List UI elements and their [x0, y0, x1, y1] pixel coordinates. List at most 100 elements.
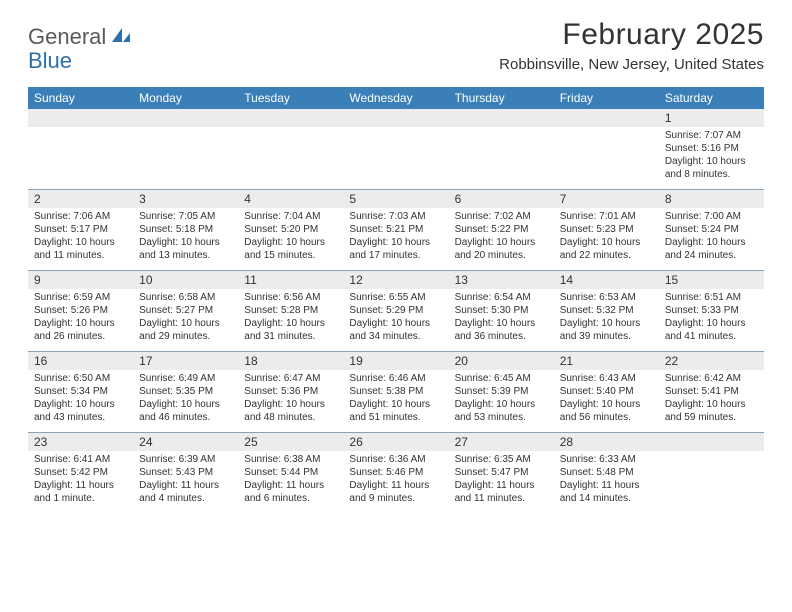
dayheader-tue: Tuesday — [238, 87, 343, 109]
day-cell: Sunrise: 6:59 AMSunset: 5:26 PMDaylight:… — [28, 289, 133, 351]
day-cell: Sunrise: 6:38 AMSunset: 5:44 PMDaylight:… — [238, 451, 343, 513]
sunrise-text: Sunrise: 6:54 AM — [455, 291, 548, 304]
daylight-text: Daylight: 11 hours and 6 minutes. — [244, 479, 337, 505]
sunset-text: Sunset: 5:39 PM — [455, 385, 548, 398]
sunrise-text: Sunrise: 6:33 AM — [560, 453, 653, 466]
dayheader-sun: Sunday — [28, 87, 133, 109]
sunrise-text: Sunrise: 6:47 AM — [244, 372, 337, 385]
daylight-text: Daylight: 11 hours and 14 minutes. — [560, 479, 653, 505]
location-text: Robbinsville, New Jersey, United States — [499, 56, 764, 73]
day-number — [28, 109, 133, 127]
sunrise-text: Sunrise: 7:02 AM — [455, 210, 548, 223]
day-cell: Sunrise: 7:00 AMSunset: 5:24 PMDaylight:… — [659, 208, 764, 270]
day-number: 1 — [659, 109, 764, 127]
day-cell: Sunrise: 7:02 AMSunset: 5:22 PMDaylight:… — [449, 208, 554, 270]
daylight-text: Daylight: 10 hours and 53 minutes. — [455, 398, 548, 424]
daylight-text: Daylight: 10 hours and 13 minutes. — [139, 236, 232, 262]
daylight-text: Daylight: 10 hours and 11 minutes. — [34, 236, 127, 262]
sunrise-text: Sunrise: 6:49 AM — [139, 372, 232, 385]
logo: General — [28, 24, 134, 50]
day-number: 4 — [238, 190, 343, 208]
day-cell — [238, 127, 343, 189]
sunset-text: Sunset: 5:23 PM — [560, 223, 653, 236]
sunset-text: Sunset: 5:21 PM — [349, 223, 442, 236]
day-number — [238, 109, 343, 127]
dayheader-fri: Friday — [554, 87, 659, 109]
sunrise-text: Sunrise: 7:04 AM — [244, 210, 337, 223]
sunset-text: Sunset: 5:38 PM — [349, 385, 442, 398]
sunrise-text: Sunrise: 6:38 AM — [244, 453, 337, 466]
week-daynum-row: 1 — [28, 109, 764, 127]
daylight-text: Daylight: 11 hours and 9 minutes. — [349, 479, 442, 505]
sunset-text: Sunset: 5:32 PM — [560, 304, 653, 317]
sunset-text: Sunset: 5:46 PM — [349, 466, 442, 479]
sunrise-text: Sunrise: 6:35 AM — [455, 453, 548, 466]
daylight-text: Daylight: 10 hours and 31 minutes. — [244, 317, 337, 343]
day-number: 8 — [659, 190, 764, 208]
sunset-text: Sunset: 5:28 PM — [244, 304, 337, 317]
daylight-text: Daylight: 10 hours and 34 minutes. — [349, 317, 442, 343]
day-number: 5 — [343, 190, 448, 208]
day-cell: Sunrise: 6:53 AMSunset: 5:32 PMDaylight:… — [554, 289, 659, 351]
day-cell: Sunrise: 6:36 AMSunset: 5:46 PMDaylight:… — [343, 451, 448, 513]
logo-text-blue: Blue — [28, 48, 72, 73]
day-cell: Sunrise: 6:42 AMSunset: 5:41 PMDaylight:… — [659, 370, 764, 432]
day-number: 10 — [133, 271, 238, 289]
day-cell — [28, 127, 133, 189]
day-cell: Sunrise: 6:55 AMSunset: 5:29 PMDaylight:… — [343, 289, 448, 351]
daylight-text: Daylight: 10 hours and 8 minutes. — [665, 155, 758, 181]
sunrise-text: Sunrise: 6:43 AM — [560, 372, 653, 385]
day-number: 11 — [238, 271, 343, 289]
sunset-text: Sunset: 5:35 PM — [139, 385, 232, 398]
day-cell: Sunrise: 6:58 AMSunset: 5:27 PMDaylight:… — [133, 289, 238, 351]
sunset-text: Sunset: 5:42 PM — [34, 466, 127, 479]
day-number: 23 — [28, 433, 133, 451]
day-cell: Sunrise: 6:54 AMSunset: 5:30 PMDaylight:… — [449, 289, 554, 351]
daylight-text: Daylight: 10 hours and 59 minutes. — [665, 398, 758, 424]
week-daynum-row: 16171819202122 — [28, 351, 764, 370]
day-number: 27 — [449, 433, 554, 451]
sunrise-text: Sunrise: 7:00 AM — [665, 210, 758, 223]
day-cell: Sunrise: 6:43 AMSunset: 5:40 PMDaylight:… — [554, 370, 659, 432]
daylight-text: Daylight: 10 hours and 29 minutes. — [139, 317, 232, 343]
daylight-text: Daylight: 10 hours and 36 minutes. — [455, 317, 548, 343]
month-title: February 2025 — [499, 18, 764, 52]
sunset-text: Sunset: 5:40 PM — [560, 385, 653, 398]
sunrise-text: Sunrise: 6:39 AM — [139, 453, 232, 466]
daylight-text: Daylight: 10 hours and 26 minutes. — [34, 317, 127, 343]
dayheader-thu: Thursday — [449, 87, 554, 109]
sunset-text: Sunset: 5:33 PM — [665, 304, 758, 317]
day-cell: Sunrise: 7:05 AMSunset: 5:18 PMDaylight:… — [133, 208, 238, 270]
day-cell: Sunrise: 6:47 AMSunset: 5:36 PMDaylight:… — [238, 370, 343, 432]
day-number: 26 — [343, 433, 448, 451]
sunrise-text: Sunrise: 6:41 AM — [34, 453, 127, 466]
daylight-text: Daylight: 10 hours and 51 minutes. — [349, 398, 442, 424]
sunset-text: Sunset: 5:44 PM — [244, 466, 337, 479]
day-number: 7 — [554, 190, 659, 208]
daylight-text: Daylight: 11 hours and 1 minute. — [34, 479, 127, 505]
sunrise-text: Sunrise: 7:05 AM — [139, 210, 232, 223]
day-number: 2 — [28, 190, 133, 208]
page-header: General February 2025 Robbinsville, New … — [0, 0, 792, 79]
sunset-text: Sunset: 5:16 PM — [665, 142, 758, 155]
day-cell: Sunrise: 6:41 AMSunset: 5:42 PMDaylight:… — [28, 451, 133, 513]
day-number: 12 — [343, 271, 448, 289]
day-number: 25 — [238, 433, 343, 451]
daylight-text: Daylight: 10 hours and 46 minutes. — [139, 398, 232, 424]
sunrise-text: Sunrise: 6:58 AM — [139, 291, 232, 304]
sunrise-text: Sunrise: 6:36 AM — [349, 453, 442, 466]
calendar: Sunday Monday Tuesday Wednesday Thursday… — [0, 79, 792, 513]
sunset-text: Sunset: 5:36 PM — [244, 385, 337, 398]
day-header-row: Sunday Monday Tuesday Wednesday Thursday… — [28, 87, 764, 109]
sunset-text: Sunset: 5:30 PM — [455, 304, 548, 317]
daylight-text: Daylight: 10 hours and 24 minutes. — [665, 236, 758, 262]
day-number: 18 — [238, 352, 343, 370]
sunset-text: Sunset: 5:17 PM — [34, 223, 127, 236]
day-number: 13 — [449, 271, 554, 289]
sunset-text: Sunset: 5:29 PM — [349, 304, 442, 317]
sunrise-text: Sunrise: 6:55 AM — [349, 291, 442, 304]
day-number: 16 — [28, 352, 133, 370]
day-number: 3 — [133, 190, 238, 208]
day-cell: Sunrise: 6:49 AMSunset: 5:35 PMDaylight:… — [133, 370, 238, 432]
daylight-text: Daylight: 10 hours and 48 minutes. — [244, 398, 337, 424]
